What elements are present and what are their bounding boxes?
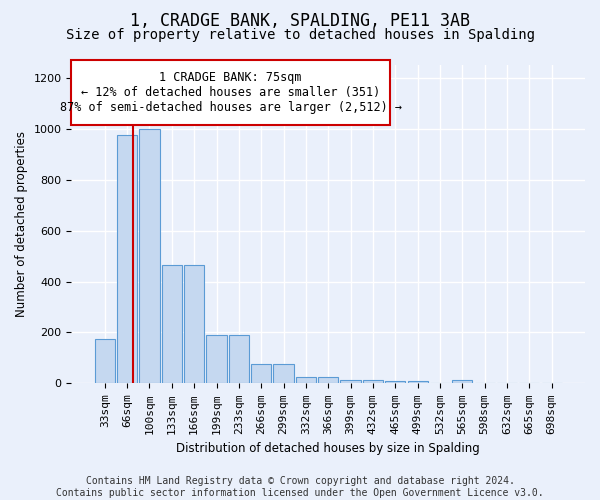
Bar [407,381,428,384]
Y-axis label: Number of detached properties: Number of detached properties [15,131,28,317]
Bar [318,377,338,384]
Bar [117,135,137,384]
Text: 1 CRADGE BANK: 75sqm
← 12% of detached houses are smaller (351)
87% of semi-deta: 1 CRADGE BANK: 75sqm ← 12% of detached h… [59,71,401,114]
Bar [184,265,204,384]
Bar [296,377,316,384]
Bar [162,265,182,384]
Bar [251,364,271,384]
Bar [340,380,361,384]
Bar [229,335,249,384]
Text: 1, CRADGE BANK, SPALDING, PE11 3AB: 1, CRADGE BANK, SPALDING, PE11 3AB [130,12,470,30]
Bar [363,380,383,384]
Bar [274,364,293,384]
Bar [95,339,115,384]
Bar [385,381,405,384]
Text: Size of property relative to detached houses in Spalding: Size of property relative to detached ho… [65,28,535,42]
Bar [139,128,160,384]
Text: Contains HM Land Registry data © Crown copyright and database right 2024.
Contai: Contains HM Land Registry data © Crown c… [56,476,544,498]
Bar [452,380,472,384]
Bar [206,335,227,384]
X-axis label: Distribution of detached houses by size in Spalding: Distribution of detached houses by size … [176,442,480,455]
